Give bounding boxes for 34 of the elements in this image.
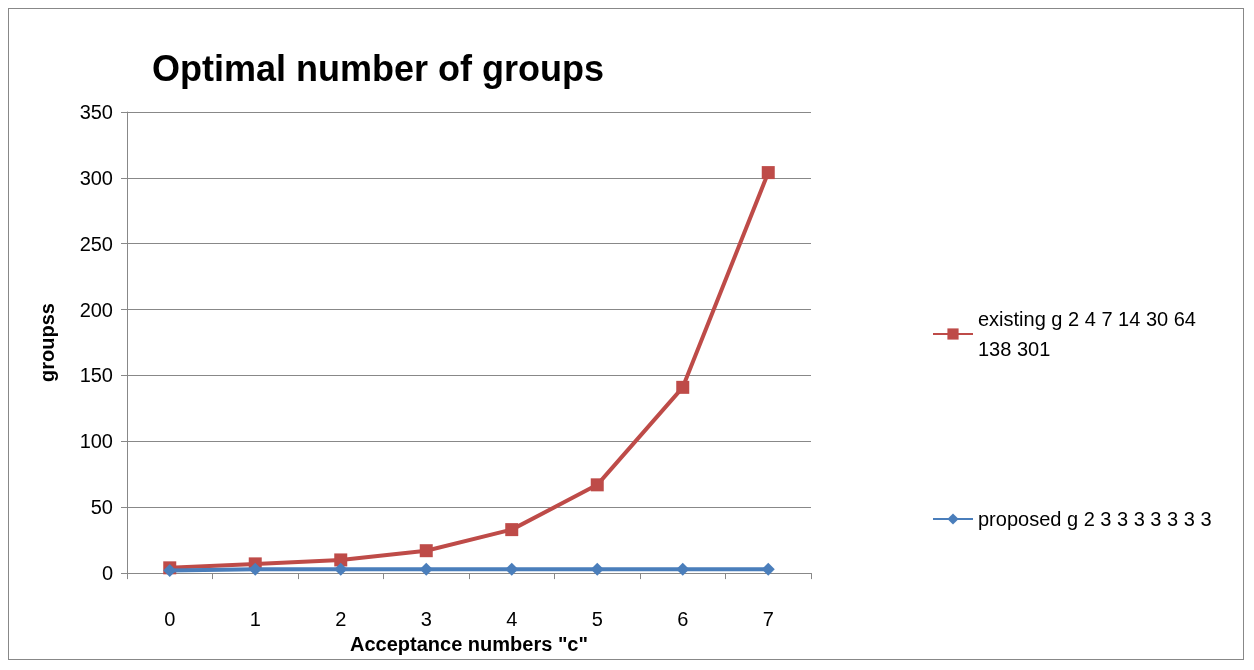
point bbox=[761, 166, 775, 180]
y-tick-label: 0 bbox=[101, 562, 113, 585]
y-tick-label: 300 bbox=[79, 166, 113, 189]
x-tick-label: 5 bbox=[591, 608, 603, 631]
point bbox=[248, 562, 262, 576]
y-tick-label: 250 bbox=[79, 232, 113, 255]
y-tick-label: 50 bbox=[90, 496, 113, 519]
x-tick-label: 2 bbox=[335, 608, 347, 631]
point bbox=[590, 562, 604, 576]
legend-label: existing g 2 4 7 14 30 64 138 301 bbox=[978, 308, 1202, 360]
point bbox=[505, 562, 519, 576]
x-tick-label: 4 bbox=[506, 608, 518, 631]
y-tick-label: 350 bbox=[79, 101, 113, 123]
point bbox=[334, 562, 348, 576]
point bbox=[419, 562, 433, 576]
y-tick-label: 150 bbox=[79, 364, 113, 387]
y-axis-title: groupss bbox=[36, 303, 58, 382]
y-tick-label: 100 bbox=[79, 430, 113, 453]
point bbox=[505, 523, 519, 537]
y-tick-label: 200 bbox=[79, 298, 113, 321]
x-tick-label: 0 bbox=[164, 608, 176, 631]
x-tick-label: 7 bbox=[762, 608, 774, 631]
x-tick-label: 1 bbox=[249, 608, 261, 631]
point bbox=[676, 562, 690, 576]
point bbox=[590, 478, 604, 492]
chart-title: Optimal number of groups bbox=[152, 47, 605, 89]
point bbox=[419, 544, 433, 558]
point bbox=[334, 553, 348, 567]
point bbox=[676, 380, 690, 394]
x-axis-title: Acceptance numbers "c" bbox=[350, 633, 588, 655]
legend-label: proposed g 2 3 3 3 3 3 3 3 bbox=[978, 508, 1212, 530]
point bbox=[761, 562, 775, 576]
x-tick-label: 3 bbox=[420, 608, 432, 631]
x-tick-label: 6 bbox=[677, 608, 689, 631]
